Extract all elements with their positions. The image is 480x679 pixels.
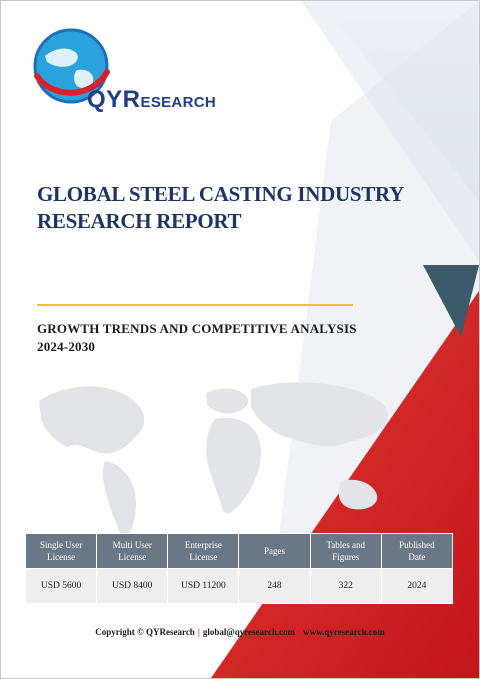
header-tables-and-figures: Tables and Figures [309, 533, 382, 569]
logo-wordmark: QYRESEARCH [87, 86, 216, 114]
logo-text-research: ESEARCH [140, 94, 216, 111]
world-map-graphic [39, 382, 389, 545]
logo-text-qyr: QYR [87, 86, 141, 113]
header-published-date: Published Date [380, 533, 454, 569]
report-subtitle-years: 2024-2030 [37, 339, 96, 354]
report-title-line1: GLOBAL STEEL CASTING INDUSTRY [37, 182, 404, 206]
teal-triangle [423, 265, 479, 337]
footer-separator: | [298, 627, 301, 637]
value-pages: 248 [238, 568, 311, 604]
qyresearch-logo[interactable]: QYRESEARCH [31, 26, 216, 113]
header-single-user-license: Single User License [24, 533, 98, 569]
report-subtitle-line1: GROWTH TRENDS AND COMPETITIVE ANALYSIS [37, 321, 357, 336]
header-enterprise-license: Enterprise License [167, 533, 240, 569]
header-multi-user-license: Multi User License [96, 533, 169, 569]
table-row: USD 5600 USD 8400 USD 11200 248 322 2024 [24, 568, 454, 604]
report-info-table: Single User License Multi User License Ent… [24, 533, 454, 604]
footer-separator: | [197, 627, 200, 637]
footer-copyright: Copyright © QYResearch [95, 627, 195, 637]
header-pages: Pages [238, 533, 311, 569]
report-title: GLOBAL STEEL CASTING INDUSTRY RESEARCH R… [37, 181, 417, 235]
value-enterprise-price: USD 11200 [167, 568, 240, 604]
report-title-line2: RESEARCH REPORT [37, 209, 242, 233]
globe-icon [33, 28, 110, 104]
table-header-row: Single User License Multi User License Ent… [24, 533, 454, 569]
value-published-date: 2024 [380, 568, 454, 604]
footer-email-link[interactable]: global@qyresearch.com [202, 627, 296, 637]
report-subtitle: GROWTH TRENDS AND COMPETITIVE ANALYSIS 2… [37, 320, 397, 356]
footer: Copyright © QYResearch | global@qyresearch… [1, 627, 479, 637]
value-tables-figures: 322 [309, 568, 382, 604]
value-single-user-price: USD 5600 [24, 568, 98, 604]
value-multi-user-price: USD 8400 [96, 568, 169, 604]
title-divider [37, 304, 353, 306]
footer-website-link[interactable]: www.qyresearch.com [303, 627, 385, 637]
